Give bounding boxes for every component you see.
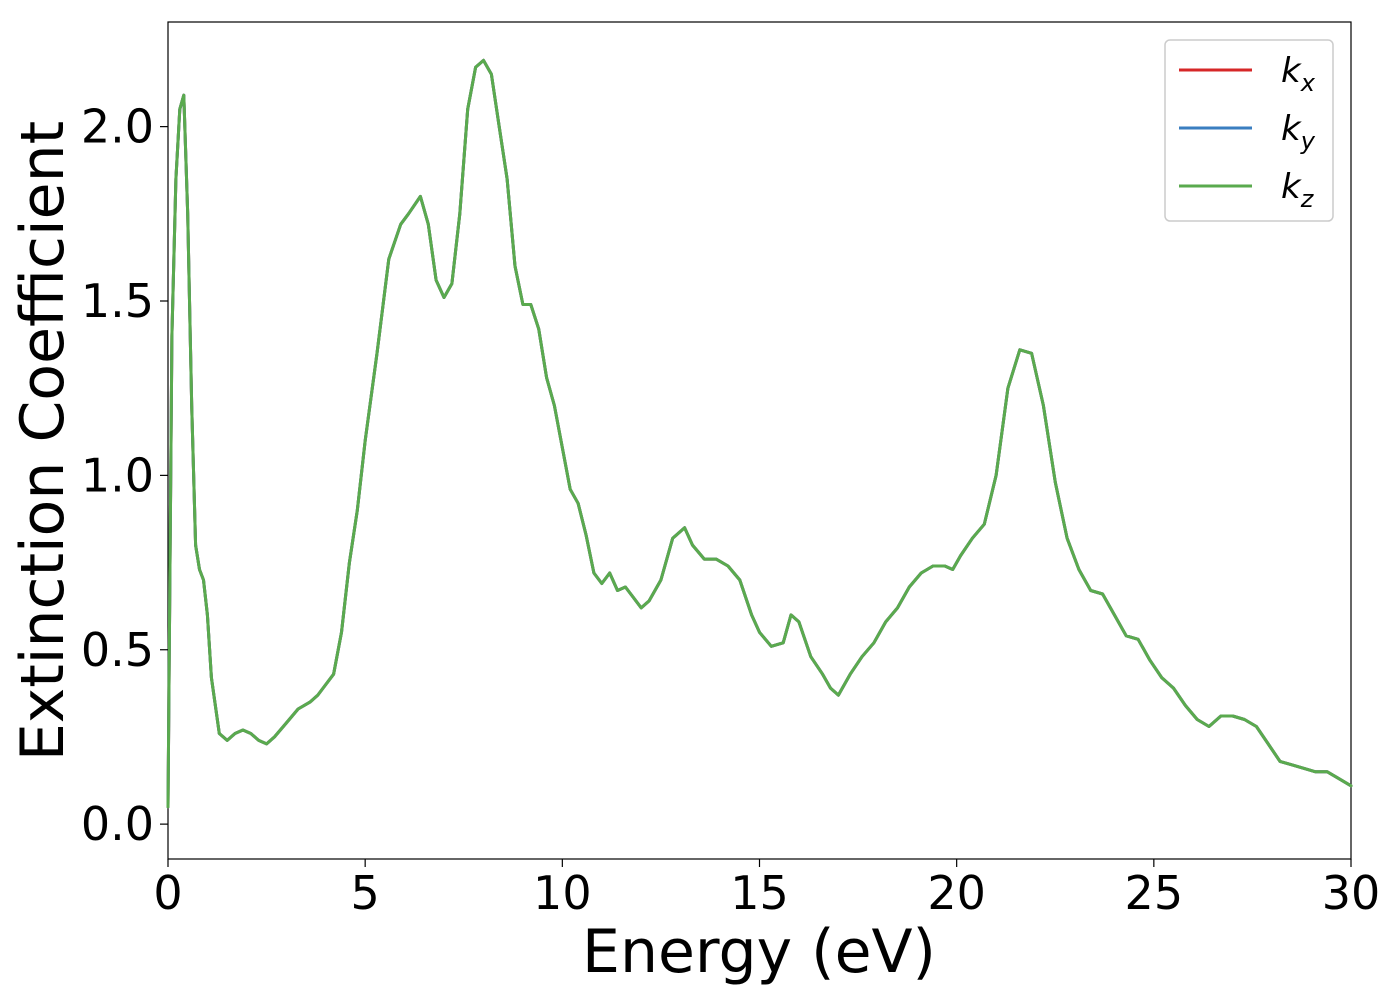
- x-tick-label: 5: [351, 866, 380, 920]
- x-tick-label: 15: [730, 866, 789, 920]
- y-tick-label: 1.0: [81, 448, 154, 502]
- y-tick-label: 0.0: [81, 797, 154, 851]
- x-axis: 0 5 10 15 20 25 30: [153, 859, 1380, 920]
- legend-box: [1164, 39, 1334, 222]
- y-tick-label: 1.5: [81, 274, 154, 328]
- series-layer: [166, 58, 1353, 809]
- y-tick-label: 0.5: [81, 623, 154, 677]
- series-line-kz: [166, 58, 1353, 809]
- y-tick-label: 2.0: [81, 100, 154, 154]
- x-tick-label: 30: [1322, 866, 1381, 920]
- y-axis: 0.0 0.5 1.0 1.5 2.0: [81, 100, 168, 851]
- x-tick-label: 20: [927, 866, 986, 920]
- x-tick-label: 0: [153, 866, 182, 920]
- x-tick-label: 10: [533, 866, 592, 920]
- x-axis-title: Energy (eV): [582, 917, 936, 987]
- x-tick-label: 25: [1125, 866, 1184, 920]
- y-axis-title: Extinction Coefficient: [8, 121, 78, 761]
